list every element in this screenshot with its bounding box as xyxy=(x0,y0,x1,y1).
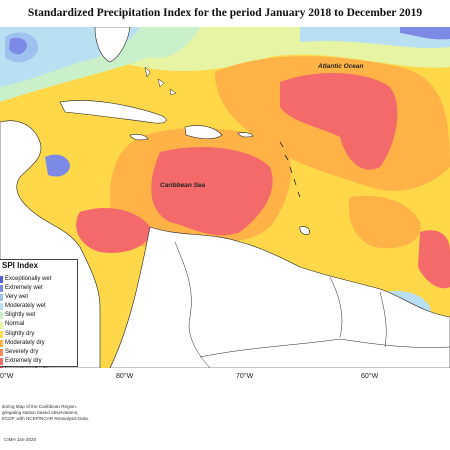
note-line: gregating station based observations, xyxy=(2,410,79,415)
legend-item-label: Moderately dry xyxy=(5,339,45,346)
legend-item: Slightly wet xyxy=(0,311,78,320)
legend-item: Very wet xyxy=(0,293,78,302)
land-hispaniola xyxy=(184,125,223,140)
dry-patch-east xyxy=(348,195,421,249)
legend-swatch xyxy=(0,294,3,302)
dry-patch-far-east xyxy=(418,230,450,289)
legend-box: SPI Index Exceptionally wet Extremely wet… xyxy=(0,259,78,368)
extremely-wet-patch-nw xyxy=(9,37,27,55)
legend-item-label: Exceptionally dry xyxy=(5,366,50,368)
legend-swatch xyxy=(0,330,3,338)
legend-item-label: Slightly wet xyxy=(5,312,36,319)
map-notes: itoring Map of the Caribbean Region. gre… xyxy=(2,404,89,422)
legend-item: Moderately wet xyxy=(0,302,78,311)
legend-swatch xyxy=(0,303,3,311)
legend-list: Exceptionally wet Extremely wet Very wet Mo… xyxy=(0,275,78,368)
legend-swatch xyxy=(0,312,3,320)
longitude-label-60w: 60°W xyxy=(361,373,379,380)
legend-swatch xyxy=(0,366,3,368)
legend-item-label: Severely dry xyxy=(5,348,39,355)
legend-item: Exceptionally wet xyxy=(0,275,78,284)
border-colombia-venezuela xyxy=(174,241,211,368)
legend-swatch xyxy=(0,357,3,365)
longitude-label-70w: 70°W xyxy=(236,373,254,380)
dry-core-south xyxy=(76,207,151,253)
border-brazil xyxy=(199,338,450,358)
land-puerto-rico xyxy=(237,132,254,138)
dry-core-atlantic xyxy=(280,72,398,170)
land-bahamas xyxy=(144,66,177,96)
legend-item-label: Exceptionally wet xyxy=(5,276,52,282)
legend-swatch xyxy=(0,339,3,347)
spi-field xyxy=(0,27,450,368)
note-line: ECDF, with NCEP/NCAR Reanalysis Data. xyxy=(2,416,90,421)
land-jamaica xyxy=(129,133,149,141)
legend-item: Exceptionally dry xyxy=(0,366,78,368)
land-florida xyxy=(94,27,131,63)
legend-item-label: Very wet xyxy=(5,294,29,301)
map-title: Standardized Precipitation Index for the… xyxy=(27,7,423,19)
legend-swatch xyxy=(0,276,3,284)
legend-item-label: Normal xyxy=(5,321,25,328)
legend-title: SPI Index xyxy=(2,261,39,270)
border-venezuela-guyana xyxy=(329,276,343,338)
land-south-america xyxy=(109,226,450,368)
land-lesser-antilles xyxy=(279,141,301,198)
longitude-label-90w: 0°W xyxy=(0,373,14,380)
legend-item: Extremely dry xyxy=(0,357,78,366)
note-line: itoring Map of the Caribbean Region. xyxy=(2,404,78,409)
legend-item-label: Extremely wet xyxy=(5,285,43,292)
wet-patch-inland xyxy=(45,154,70,177)
land-trinidad xyxy=(299,226,310,235)
legend-item: Extremely wet xyxy=(0,284,78,293)
legend-swatch xyxy=(0,285,3,293)
legend-item-label: Moderately wet xyxy=(5,303,46,310)
longitude-label-80w: 80°W xyxy=(116,373,134,380)
spi-map: Atlantic Ocean Caribbean Sea SPI Index E… xyxy=(0,27,450,368)
legend-item-label: Extremely dry xyxy=(5,357,42,364)
ocean-label-caribbean: Caribbean Sea xyxy=(160,182,206,189)
legend-item: Slightly dry xyxy=(0,330,78,339)
wet-patch-ne2 xyxy=(400,27,450,40)
legend-swatch xyxy=(0,321,3,329)
dry-core-caribbean xyxy=(151,147,273,236)
ocean-label-atlantic: Atlantic Ocean xyxy=(318,63,364,70)
legend-swatch xyxy=(0,348,3,356)
legend-item: Normal xyxy=(0,320,78,329)
border-guyana-suriname xyxy=(379,291,387,348)
legend-item: Moderately dry xyxy=(0,339,78,348)
credit-text: CIMH Jan-2020 xyxy=(4,437,37,442)
land-cuba xyxy=(59,100,167,124)
legend-item-label: Slightly dry xyxy=(5,330,35,337)
legend-item: Severely dry xyxy=(0,348,78,357)
